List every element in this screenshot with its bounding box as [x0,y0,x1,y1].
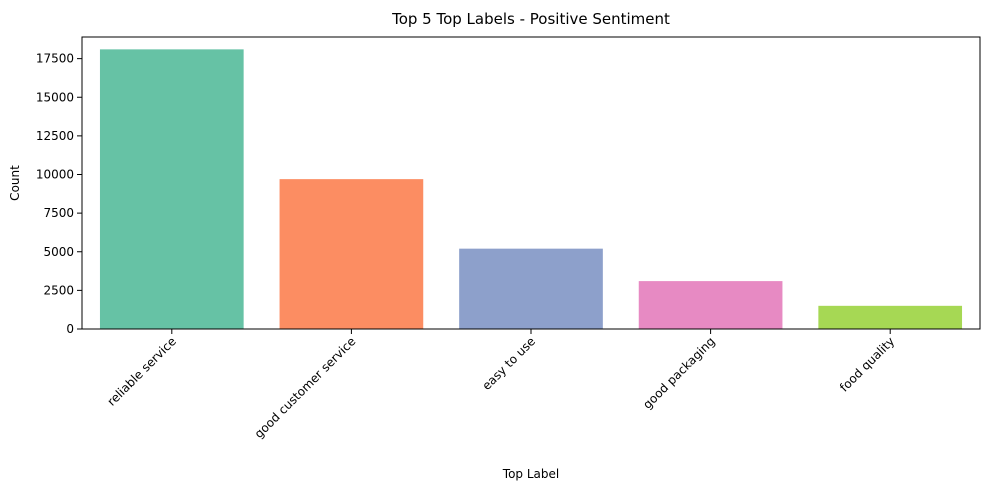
chart-title: Top 5 Top Labels - Positive Sentiment [391,10,670,28]
y-tick-label: 7500 [43,206,74,220]
x-tick-label: good customer service [252,334,359,441]
y-tick-label: 17500 [36,52,74,66]
y-tick-label: 5000 [43,245,74,259]
y-tick-label: 12500 [36,129,74,143]
bar [459,248,603,329]
bar [638,281,783,329]
plot-frame [81,36,981,330]
bar-series [99,49,963,329]
y-tick-label: 15000 [36,90,74,104]
y-axis-label: Count [8,165,22,201]
bar [279,179,424,329]
bar [99,49,244,329]
x-tick-label: food quality [837,334,897,394]
x-tick-label: good packaging [640,334,717,411]
y-axis: 0 2500 5000 7500 10000 12500 15000 17500 [36,52,82,336]
x-axis-label: Top Label [502,467,559,481]
bar [818,305,963,329]
x-axis: reliable service good customer service eas… [105,329,897,441]
y-tick-label: 10000 [36,168,74,182]
y-tick-label: 0 [66,322,74,336]
x-tick-label: reliable service [105,334,179,408]
y-tick-label: 2500 [43,283,74,297]
x-tick-label: easy to use [479,334,538,393]
